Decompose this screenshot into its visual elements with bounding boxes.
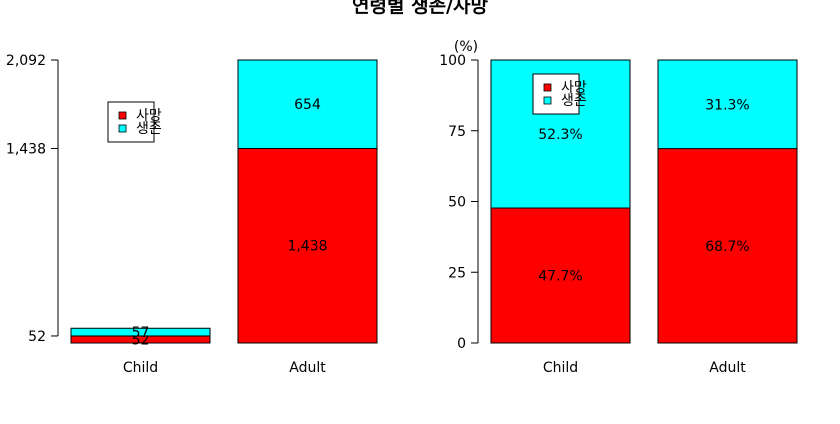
chart2-legend-label-survival: 생존 [561, 93, 587, 109]
chart1-bar-survival-child [70, 327, 211, 337]
chart2-data-label-survival-adult: 31.3% [705, 97, 749, 113]
chart1-data-label-survival-child: 57 [132, 325, 150, 341]
chart2-data-label-survival-child: 52.3% [538, 127, 582, 143]
chart2-y-tick-label: 0 [457, 336, 466, 352]
chart1-legend-swatch-survival [118, 124, 127, 133]
chart2-y-unit-label: (%) [454, 39, 478, 55]
chart2-data-label-death-adult: 68.7% [705, 239, 749, 255]
chart2-legend-swatch-survival [543, 96, 552, 105]
chart1-data-label-survival-adult: 654 [294, 97, 321, 113]
chart1-data-label-death-child: 52 [132, 332, 150, 348]
chart2-bar-death-child [490, 207, 631, 344]
chart2-bar-death-adult [657, 148, 798, 344]
chart1-data-label-death-adult: 1,438 [287, 239, 327, 255]
chart1-x-tick-label: Child [123, 360, 158, 376]
chart2-legend-label-death: 사망 [561, 80, 587, 96]
chart2-y-tick-label: 25 [448, 265, 466, 281]
chart1-legend-label-death: 사망 [136, 108, 162, 124]
chart1-legend-box [107, 101, 155, 143]
chart1-legend-swatch-death [118, 111, 127, 120]
chart1-x-tick-label: Adult [289, 360, 326, 376]
chart1-y-tick-label: 52 [28, 329, 46, 345]
chart1-legend-label-survival: 생존 [136, 121, 162, 137]
chart2-legend-swatch-death [543, 83, 552, 92]
chart2-bar-survival-adult [657, 59, 798, 150]
chart2-y-tick-label: 75 [448, 124, 466, 140]
chart2-x-tick-label: Child [543, 360, 578, 376]
main-title: 연령별 생존/사망 [352, 0, 488, 17]
chart2-legend-box [532, 73, 580, 115]
chart2-y-tick-label: 50 [448, 195, 466, 211]
chart1-bar-survival-adult [237, 59, 378, 149]
chart1-y-tick-label: 2,092 [6, 53, 46, 69]
chart1-y-tick-label: 1,438 [6, 141, 46, 157]
chart1-bar-death-adult [237, 147, 378, 344]
chart2-y-tick-label: 100 [439, 53, 466, 69]
chart2-x-tick-label: Adult [709, 360, 746, 376]
chart2-data-label-death-child: 47.7% [538, 269, 582, 285]
